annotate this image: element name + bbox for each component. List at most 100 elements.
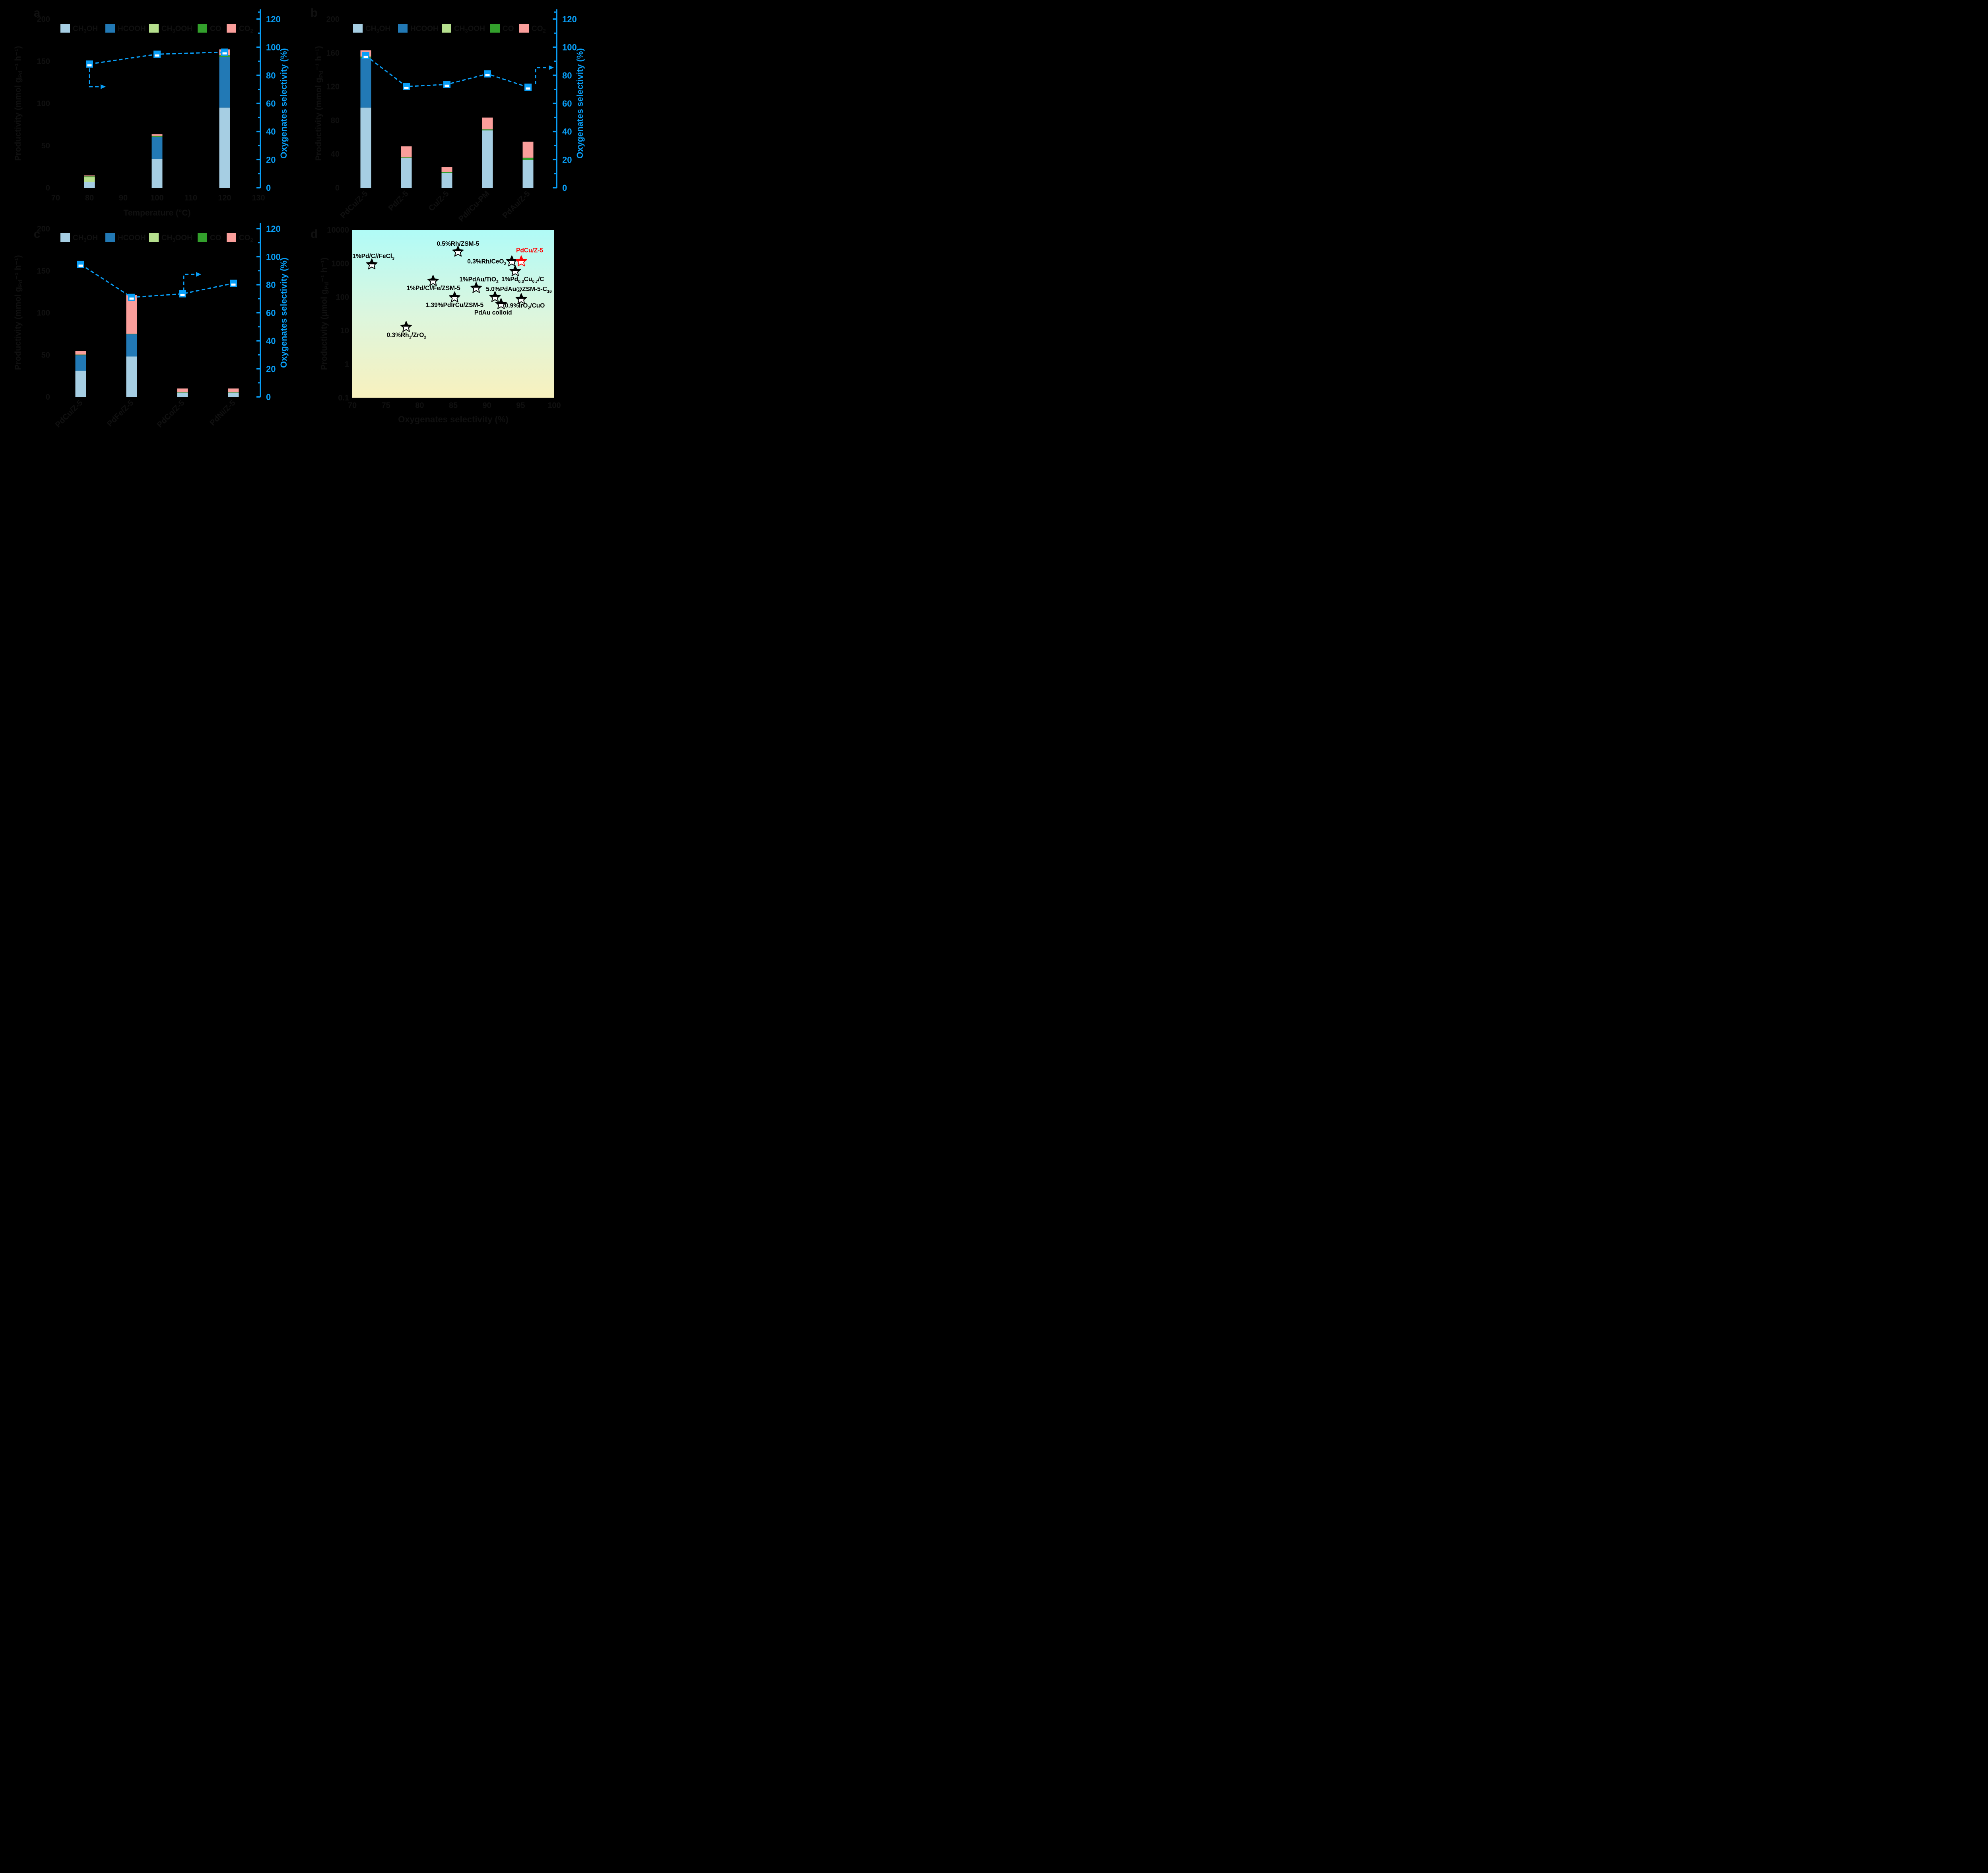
catalyst-star-reference [495, 298, 507, 309]
x-axis-tick-label: 120 [218, 194, 231, 202]
x-axis-title: Oxygenates selectivity (%) [398, 414, 509, 424]
right-axis-tick-label: 80 [562, 70, 572, 80]
right-axis-tick-label: 60 [562, 99, 572, 109]
legend-label: HCOOH [410, 25, 439, 33]
left-axis-tick-label: 50 [41, 142, 50, 150]
bar-segment-CO2 [151, 134, 163, 136]
x-axis-tick-label: PdCo/Z-5 [155, 398, 186, 429]
arrowhead-icon [549, 65, 554, 70]
panel-letter: a [34, 6, 41, 19]
left-axis-tick-label: 200 [37, 225, 50, 233]
legend-swatch-4 [198, 233, 207, 242]
selectivity-marker [403, 83, 410, 90]
bar-segment-CO [75, 354, 86, 356]
bar-segment-CO [441, 172, 452, 173]
bar-segment-CH3OH [482, 130, 493, 188]
x-axis-tick-label: PdCu/Z-5 [54, 398, 85, 429]
axis-pointer-dashed-arrow [89, 68, 102, 87]
panel-letter: d [311, 227, 318, 241]
right-axis: 0 20 40 60 80 100 120 Oxygenates selectivity (%… [256, 223, 289, 402]
legend-swatch-3 [149, 233, 159, 242]
x-axis-tick-label: 95 [516, 401, 525, 410]
bar-segment-CH3OH [441, 173, 452, 188]
x-axis-tick-label: 100 [150, 194, 163, 202]
left-axis-tick-label: 200 [37, 15, 50, 24]
catalyst-label: 0.3%Rh/CeO2 [467, 258, 506, 266]
axis-pointer-dashed-arrow [183, 274, 197, 291]
catalyst-star-reference [515, 293, 527, 304]
selectivity-marker [443, 81, 450, 88]
catalyst-label: PdCu/Z-5 [516, 247, 543, 254]
selectivity-marker [524, 84, 532, 91]
legend-label: CH3OH [73, 25, 98, 34]
selectivity-marker [86, 60, 93, 68]
legend-label: CO2 [532, 25, 546, 34]
right-axis-tick-label: 20 [266, 155, 276, 165]
legend-swatch-1 [60, 233, 70, 242]
left-axis-tick-label: 160 [326, 49, 340, 58]
left-axis-tick-label: 40 [331, 150, 340, 159]
x-axis-tick-label: Cu/Z-5 [427, 189, 451, 213]
bar-segment-CO [482, 129, 493, 130]
bar-segment-CH3OH [401, 158, 412, 188]
left-axis-tick-label: 80 [331, 116, 340, 125]
right-axis-tick-label: 120 [266, 224, 281, 234]
x-axis-title: Temperature (°C) [123, 208, 190, 218]
x-axis-tick-label: 70 [348, 401, 357, 410]
arrowhead-icon [196, 272, 201, 277]
bar-segment-CO [522, 157, 534, 160]
right-axis-tick-label: 0 [266, 392, 271, 402]
catalyst-star-reference [489, 291, 501, 302]
catalyst-star-reference [366, 258, 378, 270]
bar-segment-CH3OH [75, 371, 86, 397]
bar-segment-CH3OH [219, 107, 230, 188]
bar-segment-CH3OH [151, 159, 163, 188]
bar-segment-CH3OH [522, 160, 534, 188]
right-axis-tick-label: 60 [266, 99, 276, 109]
bar-segment-CO2 [441, 167, 452, 172]
bar-segment-HCOOH [75, 355, 86, 371]
right-axis: 0 20 40 60 80 100 120 Oxygenates selectivity (%… [256, 9, 289, 193]
right-axis-tick-label: 80 [266, 280, 276, 290]
catalyst-star-reference [509, 265, 521, 276]
selectivity-marker [221, 49, 228, 56]
selectivity-marker [484, 70, 491, 78]
legend-swatch-5 [227, 24, 236, 33]
y-axis-tick-label: 0.1 [338, 394, 349, 402]
right-axis-tick-label: 60 [266, 308, 276, 318]
catalyst-star-highlight [515, 255, 527, 266]
axis-pointer-dashed-arrow [535, 67, 550, 84]
legend-swatch-1 [353, 24, 363, 33]
catalyst-label: 5.0%PdAu@ZSM-5-C16 [486, 286, 552, 294]
y-axis-tick-label: 10000 [327, 226, 349, 235]
selectivity-marker [362, 52, 369, 59]
x-axis-tick-label: 75 [382, 401, 390, 410]
right-axis-tick-label: 120 [266, 14, 281, 24]
right-axis-tick-label: 100 [266, 43, 281, 52]
x-axis-tick-label: 80 [85, 194, 94, 202]
bar-segment-HCOOH [151, 137, 163, 159]
right-axis-tick-label: 20 [562, 155, 572, 165]
bar-segment-CH3OH [84, 182, 95, 188]
x-axis-tick-label: 85 [449, 401, 458, 410]
right-axis-title: Oxygenates selectivity (%) [279, 258, 289, 368]
selectivity-marker [128, 293, 135, 301]
panel-c-bar-chart: c CH3OH HCOOH CH3OOH CO CO2050100150200Produc… [14, 223, 289, 429]
left-axis-tick-label: 120 [326, 83, 340, 91]
right-axis-tick-label: 80 [266, 70, 276, 80]
x-axis-tick-label: 130 [252, 194, 265, 202]
right-axis-tick-label: 100 [562, 43, 577, 52]
x-axis-tick-label: 110 [184, 194, 197, 202]
legend-swatch-4 [198, 24, 207, 33]
catalyst-label: 0.5%Rh/ZSM-5 [437, 241, 479, 247]
legend-swatch-3 [149, 24, 159, 33]
bar-segment-HCOOH [360, 58, 371, 108]
legend-swatch-2 [398, 24, 408, 33]
catalyst-star-reference [427, 275, 439, 286]
catalyst-label: 1%Pd0.3Cu0.7/C [501, 276, 544, 284]
catalyst-star-reference [470, 282, 482, 293]
left-axis-tick-label: 150 [37, 57, 50, 66]
left-axis-tick-label: 0 [335, 184, 340, 192]
catalyst-label: 1%Pd/C//FeCl3 [352, 253, 394, 261]
